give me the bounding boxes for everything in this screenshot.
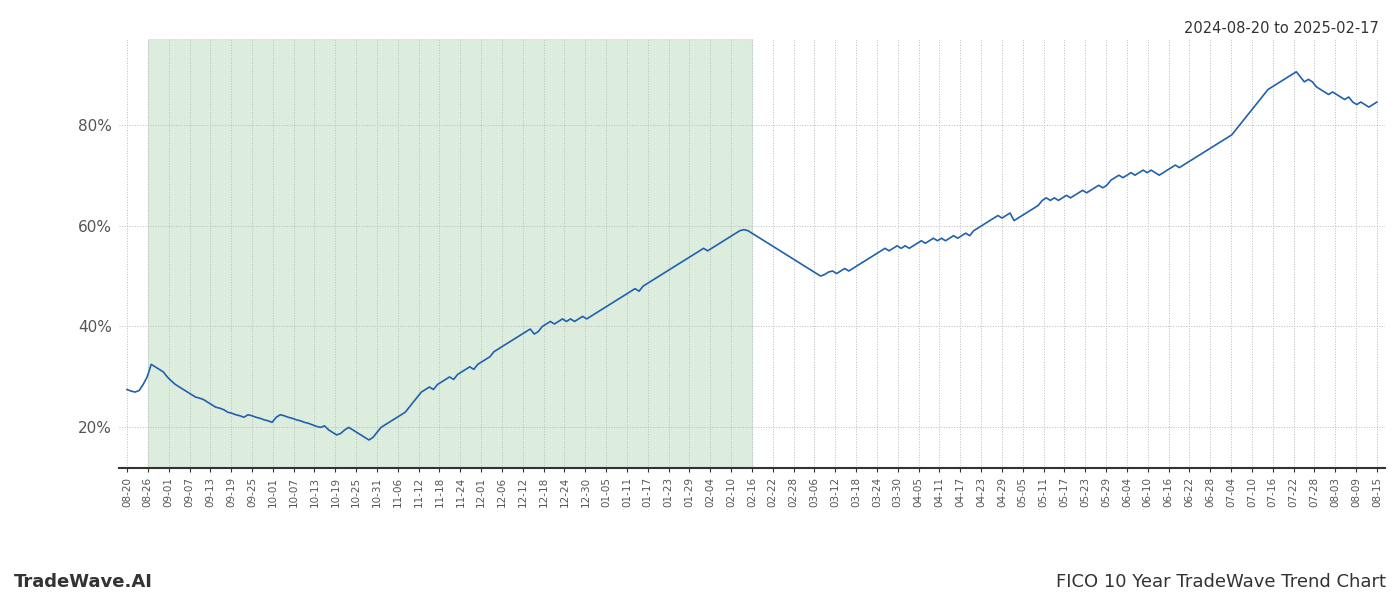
Bar	[148, 39, 752, 468]
Text: 2024-08-20 to 2025-02-17: 2024-08-20 to 2025-02-17	[1184, 21, 1379, 36]
Text: TradeWave.AI: TradeWave.AI	[14, 573, 153, 591]
Text: FICO 10 Year TradeWave Trend Chart: FICO 10 Year TradeWave Trend Chart	[1056, 573, 1386, 591]
